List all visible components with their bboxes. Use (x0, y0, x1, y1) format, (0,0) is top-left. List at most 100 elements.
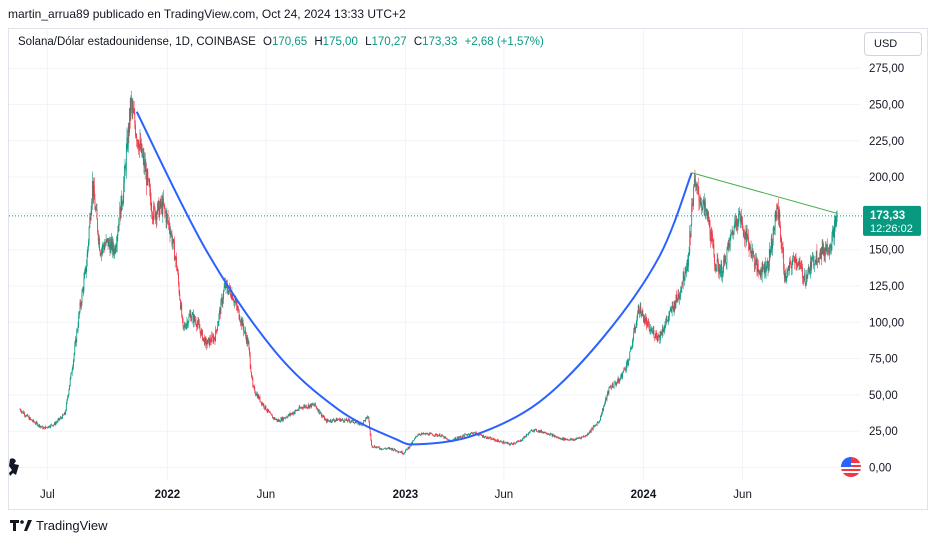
candle-body (82, 288, 84, 291)
candle-body (628, 360, 629, 365)
candle-body (438, 434, 440, 436)
candle-body (744, 236, 745, 240)
candle-body (560, 438, 562, 440)
candle-body (575, 438, 577, 440)
candle-body (633, 326, 635, 332)
candle-body (561, 439, 563, 441)
x-tick-label: 2024 (631, 489, 657, 501)
candle-body (637, 313, 638, 319)
candle-body (625, 368, 627, 370)
candle-body (390, 447, 391, 450)
time-axis: Jul 2022 Jun 2023 Jun 2024 Jun (40, 489, 752, 501)
candle-body (97, 219, 99, 233)
candle-body (775, 212, 777, 214)
candle-body (540, 430, 541, 432)
candle-body (331, 421, 333, 423)
candle-body (498, 441, 500, 443)
candle-body (170, 233, 172, 234)
candle-body (729, 235, 731, 248)
candle-body (31, 419, 33, 421)
candle-body (148, 178, 149, 180)
candle-body (526, 434, 528, 436)
candle-body (379, 448, 381, 450)
candle-body (58, 418, 60, 420)
candle-body (369, 428, 371, 435)
candle-body (146, 171, 148, 186)
candle-body (598, 422, 599, 423)
candle-body (372, 447, 374, 448)
replay-icon[interactable] (9, 458, 19, 476)
candle-body (402, 453, 404, 455)
candle-body (709, 220, 711, 235)
candle-body (572, 439, 574, 441)
candle-body (187, 321, 189, 326)
candle-body (348, 419, 350, 420)
candle-body (785, 277, 787, 282)
candle-body (527, 434, 529, 435)
candle-body (779, 225, 781, 238)
candle-body (333, 419, 335, 421)
candle-body (56, 421, 58, 423)
candle-body (433, 435, 435, 437)
candle-body (690, 224, 692, 238)
candle-body (395, 450, 397, 451)
candle-body (341, 419, 342, 421)
candle-body (528, 432, 530, 435)
candle-body (37, 423, 39, 426)
candle-body (191, 314, 193, 320)
candle-body (193, 313, 194, 323)
candle-body (107, 238, 109, 247)
candle-body (411, 443, 413, 444)
candle-body (819, 250, 821, 259)
candle-body (97, 232, 99, 241)
candle-body (288, 414, 290, 416)
candle-body (534, 429, 535, 432)
candle-body (555, 436, 557, 438)
candle-body (133, 112, 135, 114)
candle-body (615, 382, 616, 384)
candle-body (387, 447, 389, 449)
candle-body (667, 320, 668, 321)
candle-body (309, 404, 311, 406)
candle-body (203, 337, 205, 339)
candle-body (318, 409, 320, 414)
candle-body (274, 417, 276, 420)
candle-body (585, 434, 587, 436)
candle-body (680, 290, 682, 296)
candle-body (673, 301, 675, 311)
candle-body (194, 316, 196, 321)
candle-body (303, 406, 305, 409)
candle-body (511, 443, 513, 445)
chart-frame[interactable] (8, 28, 928, 510)
candle-body (73, 353, 75, 360)
candle-body (577, 437, 578, 439)
candle-body (716, 269, 717, 271)
candle-body (84, 272, 85, 279)
candle-body (325, 419, 327, 421)
candle-body (101, 249, 102, 255)
candle-body (215, 329, 217, 342)
candle-body (340, 419, 342, 422)
candle-body (434, 435, 436, 437)
candle-body (599, 420, 601, 422)
candle-body (749, 247, 751, 250)
candle-body (723, 259, 725, 263)
candle-body (642, 310, 644, 315)
candle-body (365, 418, 367, 422)
candle-body (268, 409, 269, 412)
candle-body (666, 319, 668, 321)
candle-body (696, 183, 698, 187)
candle-body (67, 394, 69, 398)
candle-body (89, 217, 91, 228)
candle-body (791, 261, 793, 269)
candle-body (490, 437, 492, 440)
currency-button[interactable]: USD (864, 32, 922, 56)
candle-body (384, 448, 385, 449)
candle-body (255, 394, 257, 396)
candle-body (237, 308, 239, 310)
candle-body (456, 438, 458, 440)
candle-body (150, 199, 152, 211)
candle-body (721, 263, 723, 278)
us-flag-icon[interactable] (841, 457, 861, 477)
